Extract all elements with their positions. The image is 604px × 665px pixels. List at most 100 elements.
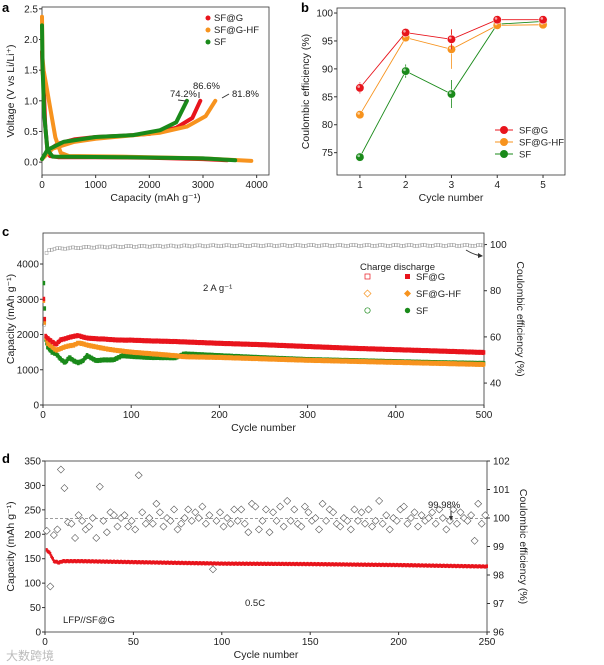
ce-point — [224, 243, 229, 247]
ce-point — [329, 508, 338, 517]
x-axis-title: Cycle number — [419, 192, 484, 204]
y-tick-label: 4000 — [17, 260, 40, 271]
y2-tick-label: 40 — [490, 379, 502, 390]
ce-point — [212, 516, 221, 525]
y-tick-label: 80 — [322, 120, 334, 131]
y-tick-label: 0.0 — [24, 158, 38, 169]
ce-point — [327, 243, 332, 248]
ce-point — [121, 245, 126, 249]
ce-point — [436, 243, 440, 247]
ce-point — [474, 499, 483, 508]
ce-point — [46, 582, 55, 591]
ce-point — [163, 244, 168, 249]
ce-point — [211, 243, 215, 247]
ce-point — [243, 244, 247, 248]
ce-point — [341, 243, 345, 248]
ce-point — [378, 243, 382, 247]
ce-point — [288, 244, 292, 248]
y-tick-label: 95 — [322, 36, 334, 47]
ce-point — [126, 244, 131, 248]
ce-point — [259, 244, 263, 248]
x-tick-label: 1000 — [85, 180, 108, 191]
ce-point — [359, 244, 364, 248]
ce-point — [350, 505, 359, 514]
ce-point — [102, 245, 107, 249]
ce-point — [110, 511, 118, 520]
ce-point — [435, 505, 444, 514]
efficiency-annotation: 86.6% — [193, 81, 220, 92]
legend-label: SF@G-HF — [416, 289, 461, 300]
point-highlight — [357, 154, 360, 158]
ce-point — [380, 243, 385, 247]
annotation-arrow — [177, 99, 187, 102]
ce-point — [272, 516, 281, 525]
ce-point — [280, 243, 284, 247]
legend-marker — [500, 150, 508, 158]
ce-point — [272, 244, 276, 248]
ce-point — [428, 508, 437, 517]
ce-point — [371, 516, 380, 525]
data-point — [538, 15, 548, 25]
y-axis-title: Capacity (mAh g⁻¹) — [5, 501, 17, 591]
legend-marker — [205, 27, 211, 33]
ce-point — [137, 244, 141, 249]
panel-a — [39, 6, 270, 178]
ce-point — [304, 508, 313, 517]
ce-point — [195, 243, 200, 248]
capacity-point — [43, 320, 47, 325]
ce-point — [226, 519, 235, 528]
ce-point — [267, 243, 271, 247]
ce-point — [145, 514, 154, 522]
x-tick-label: 100 — [123, 410, 140, 421]
ce-point — [300, 502, 309, 511]
ce-point — [56, 465, 65, 474]
capacity-point — [482, 350, 486, 355]
x-tick-label: 250 — [479, 637, 496, 648]
ce-point — [386, 244, 390, 248]
ce-point — [477, 519, 486, 528]
y-tick-label: 350 — [24, 457, 41, 468]
ce-point — [428, 244, 432, 248]
ce-point — [132, 245, 136, 249]
ce-point — [265, 528, 274, 537]
ce-point — [409, 243, 414, 247]
ce-point — [306, 243, 311, 248]
ce-point — [470, 244, 475, 248]
ce-point — [158, 244, 163, 248]
ce-point — [392, 516, 401, 525]
capacity-point — [482, 362, 486, 367]
y-tick-label: 100 — [24, 579, 41, 590]
efficiency-annotation: 74.2% — [170, 89, 197, 100]
x-tick-label: 0 — [39, 180, 45, 191]
x-tick-label: 200 — [211, 410, 228, 421]
ce-point — [368, 522, 377, 531]
ce-point — [150, 244, 155, 249]
y2-tick-label: 100 — [493, 514, 510, 525]
capacity-point — [42, 296, 46, 302]
ce-point — [394, 243, 398, 247]
y-tick-label: 1000 — [17, 365, 40, 376]
ce-point — [194, 514, 203, 522]
ce-point — [244, 528, 253, 537]
ce-point — [166, 516, 175, 525]
ce-point — [375, 496, 384, 505]
ce-point — [147, 245, 152, 249]
ce-point — [396, 243, 401, 248]
legend-label: SF@G — [214, 13, 243, 24]
ce-point — [201, 519, 210, 528]
ce-point — [118, 245, 123, 249]
ce-point — [76, 246, 81, 250]
ce-point — [314, 244, 319, 248]
ce-point — [100, 244, 104, 249]
ce-point — [330, 244, 335, 248]
ce-point — [382, 511, 391, 520]
ce-point — [110, 244, 115, 249]
legend-label: SF@G — [519, 126, 548, 137]
legend-charge-marker — [364, 307, 371, 314]
legend-discharge-marker — [404, 307, 411, 314]
capacity-point — [51, 557, 54, 561]
ce-point — [52, 247, 57, 251]
ce-point — [229, 244, 234, 248]
ce-point — [159, 522, 168, 531]
